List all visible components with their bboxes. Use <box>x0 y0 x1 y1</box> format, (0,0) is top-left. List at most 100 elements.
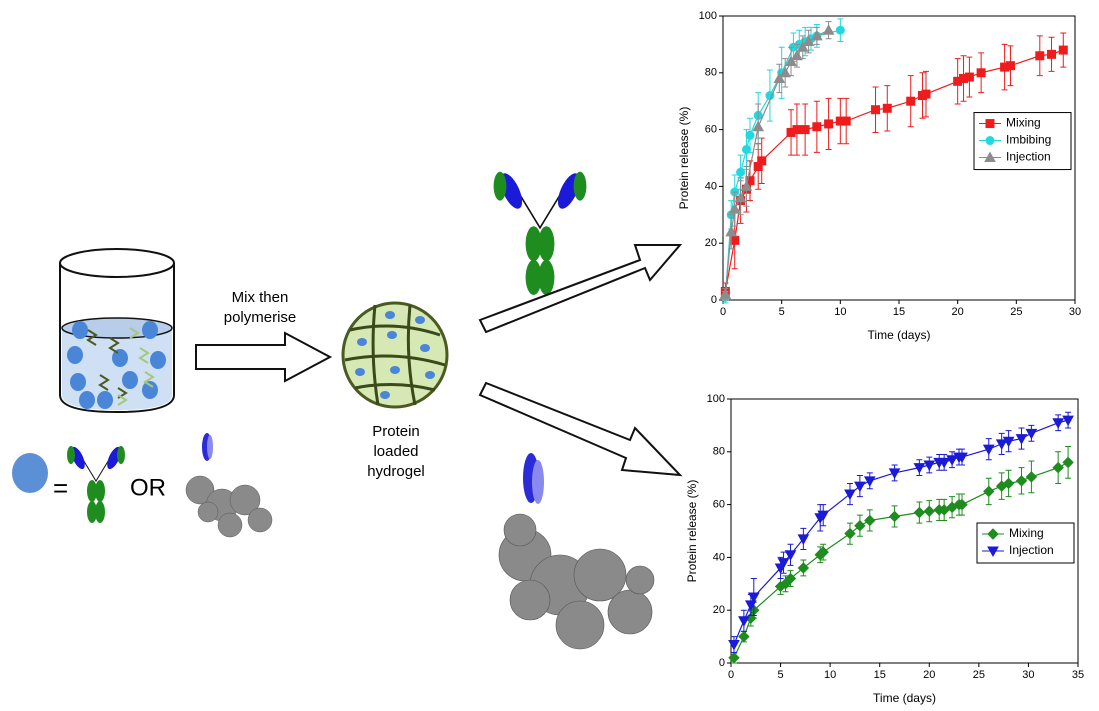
marker <box>734 191 747 203</box>
y-tick-label: 20 <box>705 237 717 249</box>
hydrogel-label-line: Protein <box>372 423 420 440</box>
marker <box>785 55 797 66</box>
y-tick-label: 60 <box>705 124 717 136</box>
marker <box>745 130 755 140</box>
marker <box>888 468 901 479</box>
x-axis-label: Time (days) <box>873 691 936 705</box>
x-tick-label: 15 <box>893 306 905 318</box>
legend-label: Mixing <box>1006 116 1041 130</box>
marker <box>792 125 802 135</box>
marker <box>964 72 974 82</box>
hydrogel-icon <box>341 301 449 409</box>
hydrogel-label-line: hydrogel <box>367 463 425 480</box>
y-tick-label: 20 <box>713 604 725 616</box>
or-label: OR <box>130 474 166 501</box>
plot-frame <box>730 398 1079 664</box>
marker <box>888 510 901 523</box>
y-tick-label: 80 <box>713 446 725 458</box>
conjugate-icon <box>185 433 273 538</box>
marker <box>800 125 810 135</box>
legend-marker <box>984 151 996 163</box>
hydrogel-label: Protein loaded hydrogel <box>367 423 425 480</box>
marker <box>863 476 876 487</box>
marker <box>791 49 803 61</box>
marker <box>1005 61 1015 71</box>
legend-marker <box>985 136 995 146</box>
marker <box>747 592 760 604</box>
protein-icon <box>12 453 48 493</box>
marker <box>817 510 830 522</box>
marker <box>923 505 935 517</box>
marker <box>1052 461 1064 474</box>
x-tick-label: 0 <box>720 306 726 318</box>
x-axis-label: Time (days) <box>868 328 931 342</box>
antibody-icon <box>67 446 125 523</box>
marker <box>1062 415 1074 427</box>
x-tick-label: 25 <box>973 669 985 681</box>
series-line <box>724 49 1064 292</box>
mix-label: Mix then polymerise <box>224 289 297 326</box>
marker <box>906 96 916 106</box>
marker <box>817 546 829 558</box>
arrows <box>195 244 683 477</box>
marker <box>854 481 866 493</box>
beaker <box>59 248 175 414</box>
legend-label: Mixing <box>1009 526 1044 540</box>
marker <box>1058 45 1068 55</box>
marker <box>854 520 866 532</box>
x-tick-label: 20 <box>923 669 935 681</box>
marker <box>822 24 835 35</box>
mix-label-line: polymerise <box>224 309 297 326</box>
marker <box>738 616 750 627</box>
marker <box>982 444 995 456</box>
y-tick-label: 0 <box>711 294 717 306</box>
marker <box>1002 436 1015 448</box>
x-tick-label: 10 <box>824 669 836 681</box>
marker <box>956 452 968 464</box>
legend-marker <box>987 546 999 558</box>
x-tick-label: 25 <box>1010 306 1022 318</box>
marker <box>740 180 753 191</box>
marker <box>956 498 968 511</box>
x-tick-label: 15 <box>874 669 886 681</box>
marker <box>921 89 931 99</box>
marker <box>871 105 881 115</box>
marker <box>844 489 856 501</box>
marker <box>1025 471 1038 483</box>
marker <box>938 457 951 469</box>
x-tick-label: 0 <box>728 669 734 681</box>
marker <box>725 225 738 237</box>
y-tick-label: 40 <box>705 180 717 192</box>
marker <box>913 463 926 474</box>
marker <box>824 119 834 129</box>
marker <box>864 514 876 527</box>
marker <box>796 41 809 52</box>
marker <box>1025 428 1038 440</box>
marker <box>730 235 740 245</box>
marker <box>719 288 732 299</box>
marker <box>784 572 797 585</box>
marker <box>802 35 815 47</box>
marker <box>1015 434 1028 445</box>
marker <box>976 68 986 78</box>
marker <box>1002 477 1015 490</box>
legend-label: Injection <box>1006 150 1051 164</box>
marker <box>812 122 822 132</box>
marker <box>1015 475 1028 487</box>
y-tick-label: 100 <box>707 393 725 405</box>
marker <box>779 66 792 78</box>
hydrogel-label-line: loaded <box>373 443 418 460</box>
marker <box>844 527 856 540</box>
x-tick-label: 30 <box>1069 306 1081 318</box>
x-tick-label: 5 <box>779 306 785 318</box>
marker <box>946 455 958 466</box>
marker <box>1052 418 1065 429</box>
conjugate-icon <box>498 453 655 650</box>
marker <box>811 29 823 41</box>
marker <box>923 460 936 472</box>
marker <box>752 120 765 132</box>
x-tick-label: 30 <box>1022 669 1034 681</box>
marker <box>738 630 750 643</box>
y-axis-label: Protein release (%) <box>677 107 691 210</box>
